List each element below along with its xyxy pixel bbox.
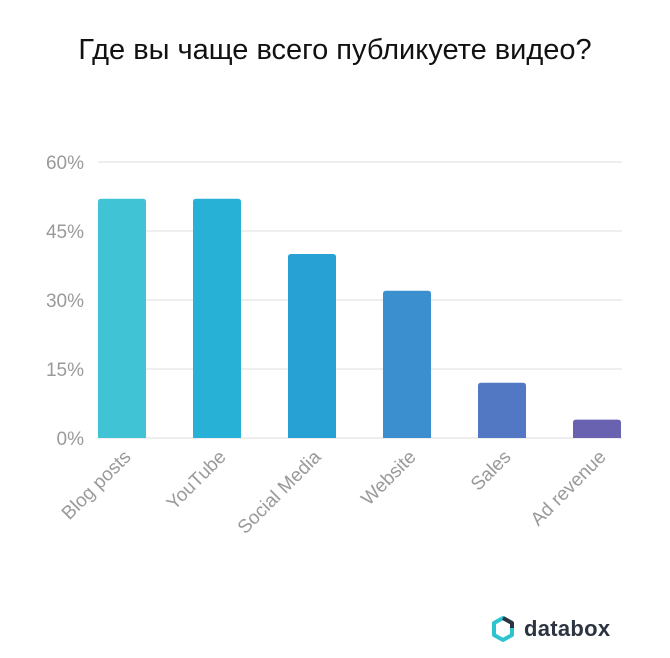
x-tick-label: Ad revenue (527, 447, 611, 531)
bar (193, 198, 241, 438)
brand-name: databox (524, 616, 611, 641)
x-tick-label: Social Media (234, 446, 326, 538)
x-tick-label: Website (357, 447, 420, 510)
x-tick-label: YouTube (163, 447, 231, 515)
chart-title: Где вы чаще всего публикуете видео? (78, 34, 592, 66)
bars (98, 198, 621, 438)
bar (573, 419, 621, 438)
y-tick-label: 60% (46, 153, 84, 174)
x-tick-label: Blog posts (58, 447, 136, 525)
bar (383, 290, 431, 438)
databox-logo: databox (490, 614, 610, 644)
y-tick-label: 30% (46, 291, 84, 312)
bar (98, 198, 146, 438)
y-tick-label: 0% (57, 429, 85, 450)
y-tick-label: 45% (46, 222, 84, 243)
y-tick-label: 15% (46, 360, 84, 381)
databox-logo-icon (492, 616, 514, 642)
grid-lines (98, 161, 622, 439)
bar (478, 382, 526, 438)
bar (288, 254, 336, 438)
x-tick-label: Sales (467, 447, 515, 495)
y-axis-ticks: 0% 15% 30% 45% 60% (46, 153, 84, 450)
x-axis-categories: Blog posts YouTube Social Media Website Sale… (58, 446, 611, 538)
